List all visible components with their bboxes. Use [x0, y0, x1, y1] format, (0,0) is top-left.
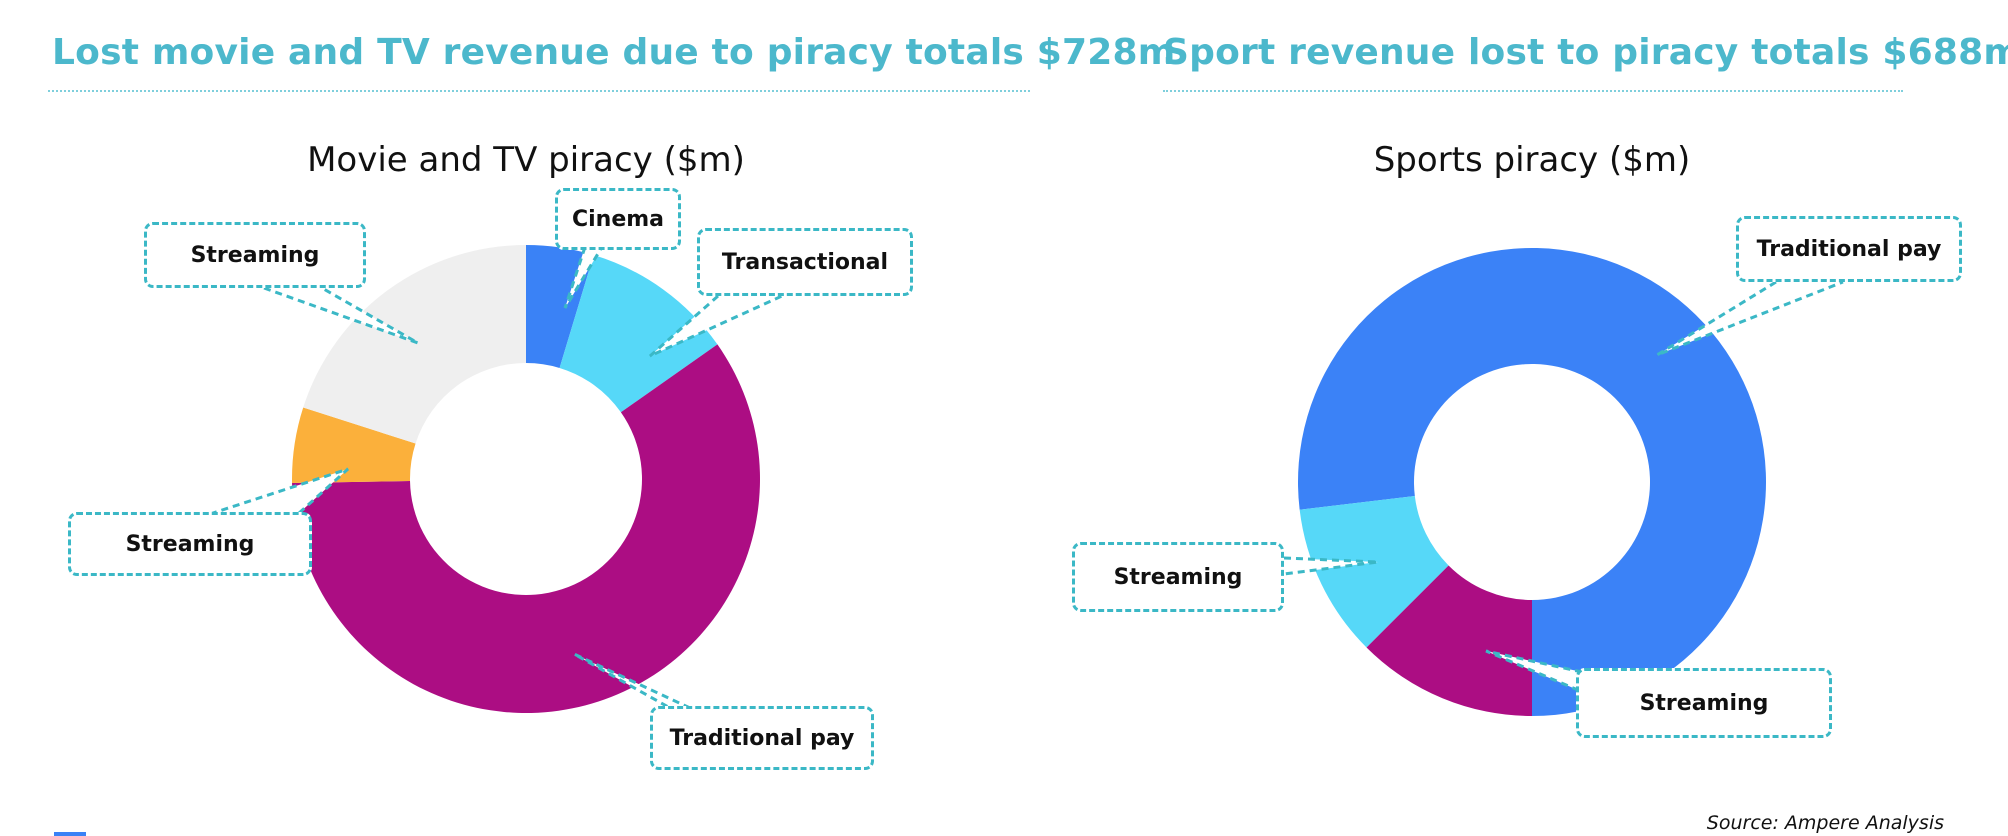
pointer-streaming-orange: [209, 467, 350, 516]
headline-sport: Sport revenue lost to piracy totals $688…: [1163, 32, 2008, 73]
sports-slice-2: [1366, 565, 1532, 716]
movie-tv-slice-2: [292, 344, 760, 713]
callout-sports-streaming-cyan: Streaming: [1576, 668, 1832, 738]
callout-cinema: Cinema: [555, 188, 681, 250]
pointer-sports-streaming-cyan: [1485, 649, 1583, 692]
callout-traditional-pay: Traditional pay: [650, 706, 874, 770]
movie-tv-slice-1: [559, 255, 718, 413]
chart-title-movie-tv: Movie and TV piracy ($m): [307, 140, 745, 180]
headline-divider-left: [48, 90, 1030, 92]
headline-movie-tv: Lost movie and TV revenue due to piracy …: [52, 32, 1176, 73]
callout-streaming-orange: Streaming: [68, 512, 312, 576]
callout-streaming-grey: Streaming: [144, 222, 366, 288]
callout-sports-traditional-pay: Traditional pay: [1736, 216, 1962, 282]
pointer-traditional-pay: [573, 652, 691, 710]
headline-divider-right: [1163, 90, 1903, 92]
sports-slice-0: [1298, 248, 1766, 717]
pointer-sports-streaming-purple-fill: [1284, 558, 1378, 574]
footer-accent-bar: [54, 832, 86, 836]
chart-title-sports: Sports piracy ($m): [1373, 140, 1691, 180]
pointer-streaming-grey: [263, 286, 419, 345]
sports-slice-1: [1299, 495, 1449, 648]
pointer-cinema: [563, 246, 604, 309]
callout-transactional: Transactional: [697, 228, 913, 296]
pointer-transactional: [649, 294, 783, 358]
callout-sports-streaming-purple: Streaming: [1072, 542, 1284, 612]
movie-tv-slice-4: [303, 245, 526, 444]
callout-pointers: [209, 246, 1844, 710]
pointer-sports-streaming-purple: [1283, 556, 1379, 576]
source-note: Source: Ampere Analysis: [1706, 812, 1944, 834]
donut-sports: [1298, 248, 1766, 717]
movie-tv-slice-3: [292, 407, 416, 484]
